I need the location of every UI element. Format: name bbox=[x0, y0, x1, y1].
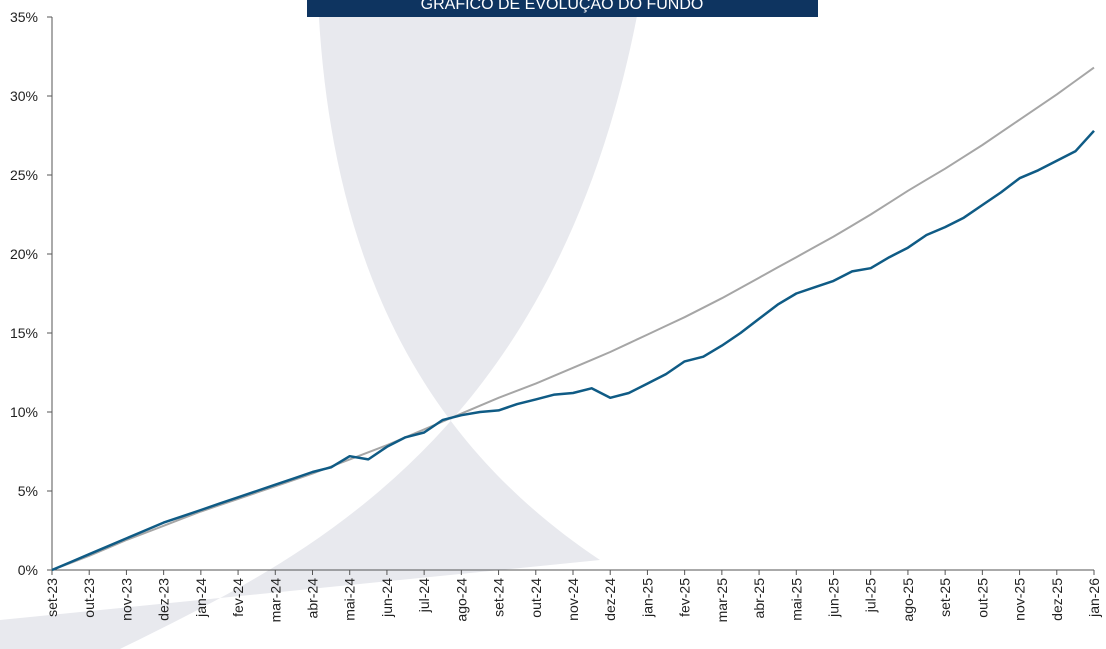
x-tick-label: fev-25 bbox=[677, 578, 693, 617]
y-tick-label: 0% bbox=[18, 562, 38, 578]
x-tick-label: jul-25 bbox=[863, 578, 879, 613]
x-tick-label: jan-24 bbox=[193, 578, 209, 618]
x-tick-label: jan-25 bbox=[639, 578, 655, 618]
x-tick-label: nov-24 bbox=[565, 578, 581, 621]
x-tick-label: dez-23 bbox=[156, 578, 172, 621]
series-line bbox=[51, 66, 1095, 571]
x-tick-label: dez-24 bbox=[602, 578, 618, 621]
x-tick-label: set-25 bbox=[937, 578, 953, 617]
x-tick-label: mai-25 bbox=[788, 578, 804, 621]
x-tick-label: mar-24 bbox=[267, 578, 283, 623]
x-tick-label: jun-24 bbox=[379, 578, 395, 618]
x-tick-label: jan-26 bbox=[1086, 578, 1102, 618]
x-tick-label: set-24 bbox=[491, 578, 507, 617]
x-tick-label: abr-24 bbox=[305, 578, 321, 619]
x-tick-label: mar-25 bbox=[714, 578, 730, 623]
title-box bbox=[307, 0, 818, 17]
y-tick-label: 15% bbox=[10, 325, 38, 341]
x-tick-label: out-23 bbox=[81, 578, 97, 618]
x-tick-label: ago-25 bbox=[900, 578, 916, 622]
x-tick-label: ago-24 bbox=[453, 578, 469, 622]
x-tick-label: nov-25 bbox=[1012, 578, 1028, 621]
x-tick-label: jul-24 bbox=[416, 578, 432, 613]
y-tick-label: 20% bbox=[10, 246, 38, 262]
chart-title: GRÁFICO DE EVOLUÇÃO DO FUNDO bbox=[421, 0, 704, 13]
x-tick-label: abr-25 bbox=[751, 578, 767, 619]
background-swoosh bbox=[0, 0, 640, 649]
x-tick-label: mai-24 bbox=[342, 578, 358, 621]
x-tick-label: dez-25 bbox=[1049, 578, 1065, 621]
x-tick-label: out-24 bbox=[528, 578, 544, 618]
x-tick-label: nov-23 bbox=[118, 578, 134, 621]
y-tick-label: 10% bbox=[10, 404, 38, 420]
y-tick-label: 5% bbox=[18, 483, 38, 499]
series-line bbox=[51, 129, 1095, 572]
y-tick-label: 35% bbox=[10, 9, 38, 25]
x-tick-label: out-25 bbox=[974, 578, 990, 618]
y-tick-label: 30% bbox=[10, 88, 38, 104]
x-tick-label: fev-24 bbox=[230, 578, 246, 617]
x-tick-label: set-23 bbox=[44, 578, 60, 617]
x-tick-label: jun-25 bbox=[826, 578, 842, 618]
y-tick-label: 25% bbox=[10, 167, 38, 183]
